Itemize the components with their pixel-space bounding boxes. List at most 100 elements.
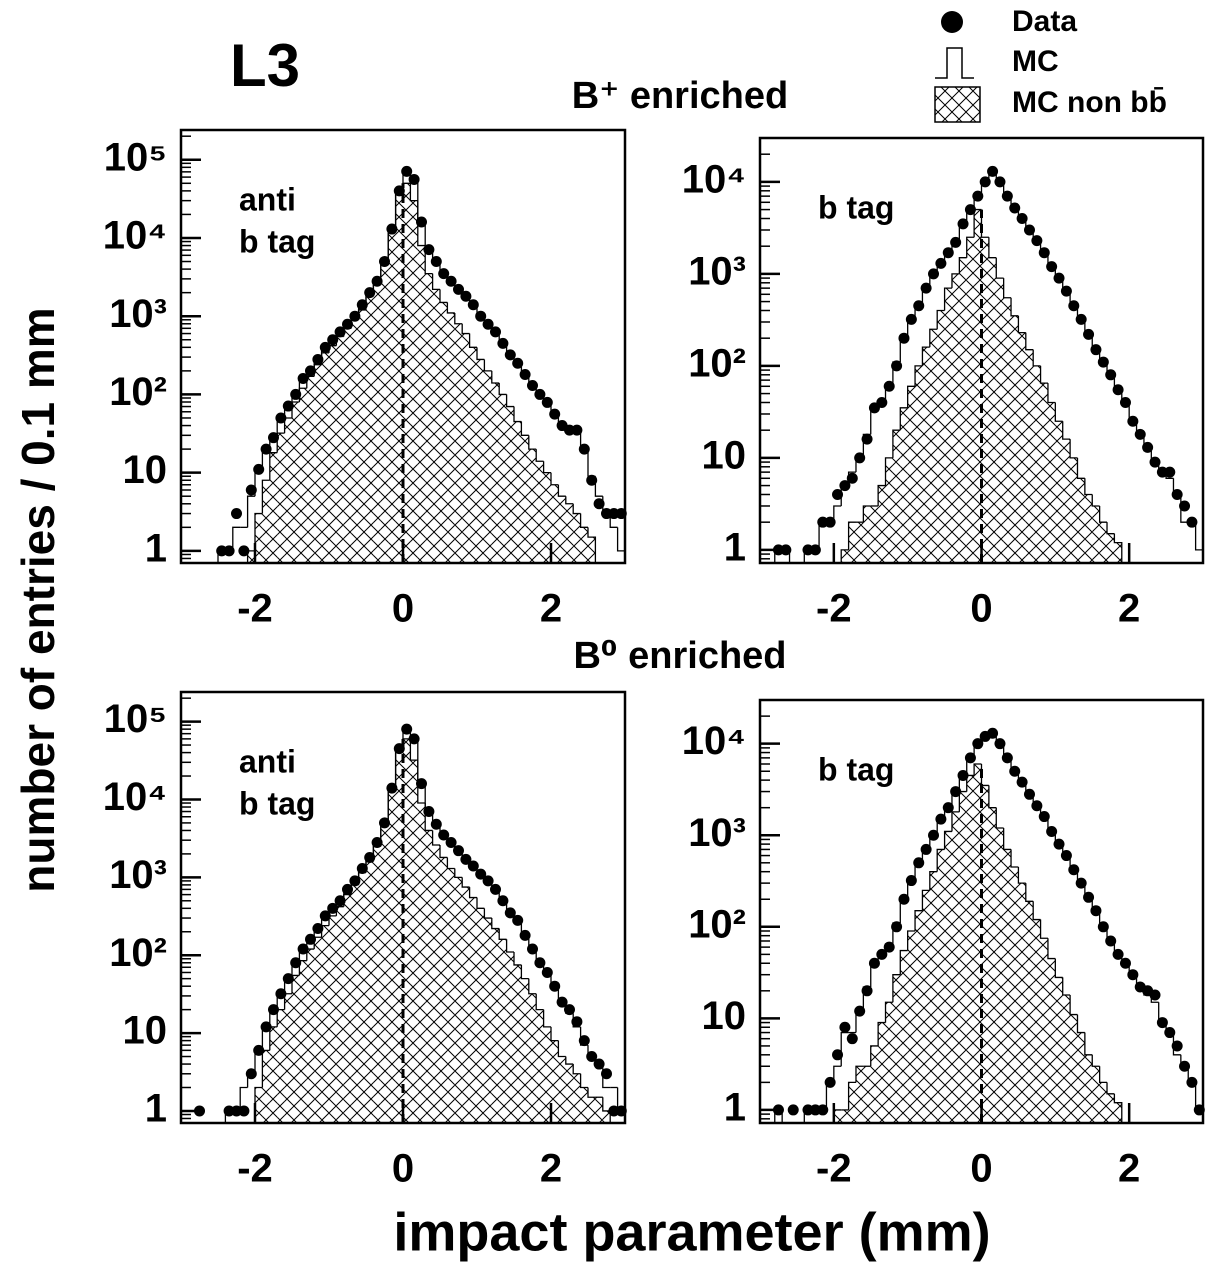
data-point <box>379 817 390 829</box>
hatched-bar <box>528 993 537 1123</box>
histogram-step <box>1091 494 1100 507</box>
y-tick-label: 10³ <box>688 811 746 855</box>
hatched-bar <box>833 1109 842 1123</box>
data-point <box>238 1105 250 1117</box>
histogram-step <box>1106 522 1115 535</box>
data-point <box>504 907 516 919</box>
hatched-bar <box>410 760 418 1123</box>
data-point <box>964 752 976 764</box>
histogram-step <box>528 978 537 995</box>
histogram-step <box>557 484 566 497</box>
y-tick-label: 1 <box>145 526 167 570</box>
hatched-bar <box>929 871 938 1123</box>
data-point <box>482 875 494 887</box>
histogram-step <box>1025 332 1034 351</box>
data-point <box>905 313 917 325</box>
hatched-bar <box>558 1056 566 1123</box>
histogram-step <box>498 382 507 396</box>
data-point <box>1083 891 1095 903</box>
histogram-step <box>1017 315 1026 334</box>
histogram-step <box>847 521 856 550</box>
hatched-bar <box>462 887 470 1123</box>
y-tick-label: 10 <box>123 448 168 492</box>
data-point <box>1112 384 1124 396</box>
hatched-bar <box>425 273 433 563</box>
histogram-step <box>892 429 901 458</box>
y-tick-label: 10² <box>109 370 167 414</box>
hatched-bar <box>1077 1032 1085 1123</box>
hatched-bar <box>440 857 448 1123</box>
x-axis-label: impact parameter (mm) <box>393 1202 990 1262</box>
data-point <box>824 516 836 528</box>
data-point <box>913 857 925 869</box>
hatched-bar <box>514 964 522 1123</box>
hatched-bar <box>380 826 389 1123</box>
hatched-bar <box>602 1110 611 1123</box>
histogram-step <box>958 257 967 274</box>
hatched-bar <box>848 522 856 563</box>
histogram-step <box>535 449 544 462</box>
data-point <box>972 190 984 202</box>
hatched-bar <box>588 1097 596 1123</box>
hatched-bar <box>580 1087 588 1123</box>
hatched-bar <box>841 1109 849 1123</box>
data-point <box>1068 864 1080 876</box>
histogram-step <box>921 346 930 366</box>
hatched-bar <box>484 918 492 1123</box>
histogram-step <box>966 236 975 258</box>
histogram-step <box>914 365 923 387</box>
hatched-bar <box>1025 349 1034 563</box>
data-point <box>1186 1076 1198 1088</box>
hatched-bar <box>573 1073 581 1123</box>
hatched-bar <box>477 359 485 563</box>
histogram-step <box>483 908 492 919</box>
data-point <box>334 895 346 907</box>
histogram-step <box>520 964 529 980</box>
hatched-bar <box>521 435 529 563</box>
hatched-bar <box>1084 1054 1093 1123</box>
hatched-bar <box>1003 297 1012 563</box>
data-point <box>578 1035 590 1047</box>
data-point <box>920 282 932 294</box>
hatched-bar <box>1070 1014 1078 1123</box>
data-point <box>1097 356 1109 368</box>
hatched-bar <box>388 231 396 563</box>
hatched-bar <box>848 1082 856 1123</box>
hatched-bar <box>292 975 300 1123</box>
hatched-bar <box>988 807 997 1123</box>
histogram-step <box>505 394 514 408</box>
legend-marker <box>941 11 963 33</box>
histogram-step <box>995 257 1004 279</box>
data-point <box>891 921 903 933</box>
data-point <box>467 299 479 311</box>
histogram-step <box>572 1064 581 1075</box>
hatched-bar <box>565 1064 574 1123</box>
data-point <box>1149 456 1161 468</box>
histogram-step <box>461 877 470 888</box>
data-point <box>942 802 954 814</box>
hatched-bar <box>373 283 381 563</box>
histogram-step <box>877 484 886 506</box>
hatched-bar <box>543 1026 551 1123</box>
histogram-step <box>468 887 477 899</box>
hatched-bar <box>417 803 426 1123</box>
data-point <box>898 893 910 905</box>
data-point <box>356 299 368 311</box>
y-tick-label: 10⁴ <box>103 775 167 819</box>
data-point <box>1142 441 1154 453</box>
hatched-bar <box>314 364 322 563</box>
hatched-bar <box>269 452 278 563</box>
histogram-step <box>1091 1054 1100 1067</box>
data-point <box>1031 235 1043 247</box>
y-tick-label: 10³ <box>109 292 167 336</box>
histogram-step <box>951 273 960 289</box>
histogram-step <box>261 479 270 514</box>
hatched-bar <box>907 386 916 563</box>
hatched-bar <box>262 480 270 563</box>
hatched-bar <box>1107 1093 1115 1123</box>
histogram-step <box>557 1040 566 1058</box>
data-point <box>282 973 294 985</box>
hatched-bar <box>1011 315 1019 563</box>
hatched-bar <box>1040 938 1048 1123</box>
legend-marker <box>935 47 974 79</box>
